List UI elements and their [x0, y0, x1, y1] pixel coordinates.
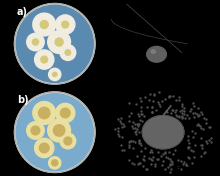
Circle shape: [38, 107, 50, 119]
Circle shape: [16, 5, 93, 82]
Circle shape: [147, 46, 166, 62]
Text: 50 μm: 50 μm: [183, 167, 205, 173]
Circle shape: [53, 72, 57, 77]
Circle shape: [41, 56, 48, 63]
Circle shape: [151, 50, 155, 53]
Circle shape: [48, 31, 70, 53]
Circle shape: [61, 108, 70, 118]
Text: c): c): [116, 4, 126, 14]
Circle shape: [56, 103, 75, 123]
Circle shape: [48, 119, 70, 142]
Circle shape: [53, 125, 65, 136]
Circle shape: [49, 68, 61, 81]
Circle shape: [27, 122, 44, 139]
Circle shape: [32, 39, 38, 45]
Circle shape: [31, 126, 40, 135]
Circle shape: [16, 94, 93, 171]
Circle shape: [40, 21, 48, 29]
Circle shape: [33, 13, 56, 36]
Text: 50 μm: 50 μm: [183, 77, 205, 83]
Text: b): b): [17, 95, 29, 105]
Circle shape: [142, 116, 184, 149]
Circle shape: [56, 15, 75, 34]
Circle shape: [60, 133, 76, 149]
Circle shape: [15, 92, 95, 172]
Circle shape: [52, 160, 58, 166]
Circle shape: [39, 143, 49, 153]
Text: d): d): [116, 93, 128, 103]
Circle shape: [65, 50, 71, 55]
Circle shape: [55, 38, 63, 46]
Circle shape: [62, 21, 69, 28]
Circle shape: [60, 45, 76, 60]
Circle shape: [64, 137, 72, 145]
Circle shape: [27, 33, 44, 51]
Circle shape: [49, 157, 61, 169]
Circle shape: [35, 50, 54, 69]
Circle shape: [35, 138, 54, 158]
Circle shape: [15, 4, 95, 84]
Circle shape: [33, 102, 56, 124]
Text: a): a): [17, 7, 28, 17]
